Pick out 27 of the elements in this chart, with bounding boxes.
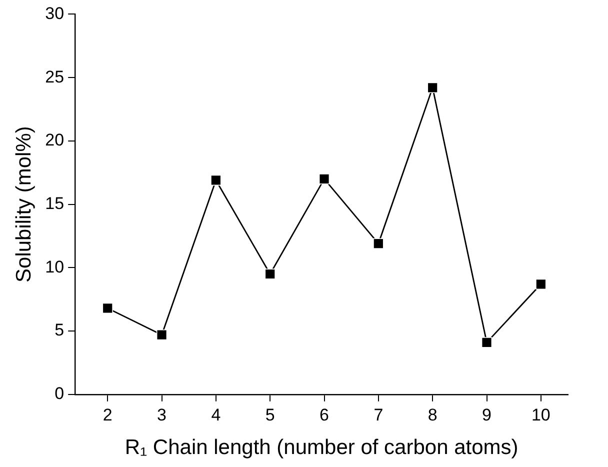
x-tick-label: 8 [428, 405, 438, 424]
point [102, 302, 113, 314]
point [156, 329, 168, 340]
point [427, 82, 438, 94]
y-tick-label: 30 [45, 4, 64, 23]
point [318, 174, 330, 184]
x-tick-label: 2 [102, 405, 112, 424]
x-tick-label: 4 [211, 405, 221, 424]
y-axis-title: Solubility (mol%) [12, 126, 36, 282]
point [373, 238, 384, 249]
point [210, 174, 222, 186]
x-tick-label: 5 [265, 405, 275, 424]
y-tick-label: 20 [45, 130, 64, 150]
y-tick-label: 5 [54, 320, 64, 340]
x-tick-label: 9 [482, 405, 492, 424]
x-axis-title: R₁ Chain length (number of carbon atoms) [124, 436, 518, 460]
y-tick-label: 10 [45, 257, 64, 276]
point [536, 278, 546, 290]
y-tick-label: 15 [45, 194, 64, 213]
x-tick-label: 6 [320, 405, 329, 424]
x-tick-label: 7 [374, 405, 384, 424]
point [264, 268, 276, 280]
y-tick-label: 25 [45, 67, 64, 86]
point [481, 337, 492, 348]
x-tick-label: 3 [157, 405, 167, 424]
x-tick-label: 10 [531, 405, 550, 424]
y-tick-label: 0 [54, 384, 64, 404]
